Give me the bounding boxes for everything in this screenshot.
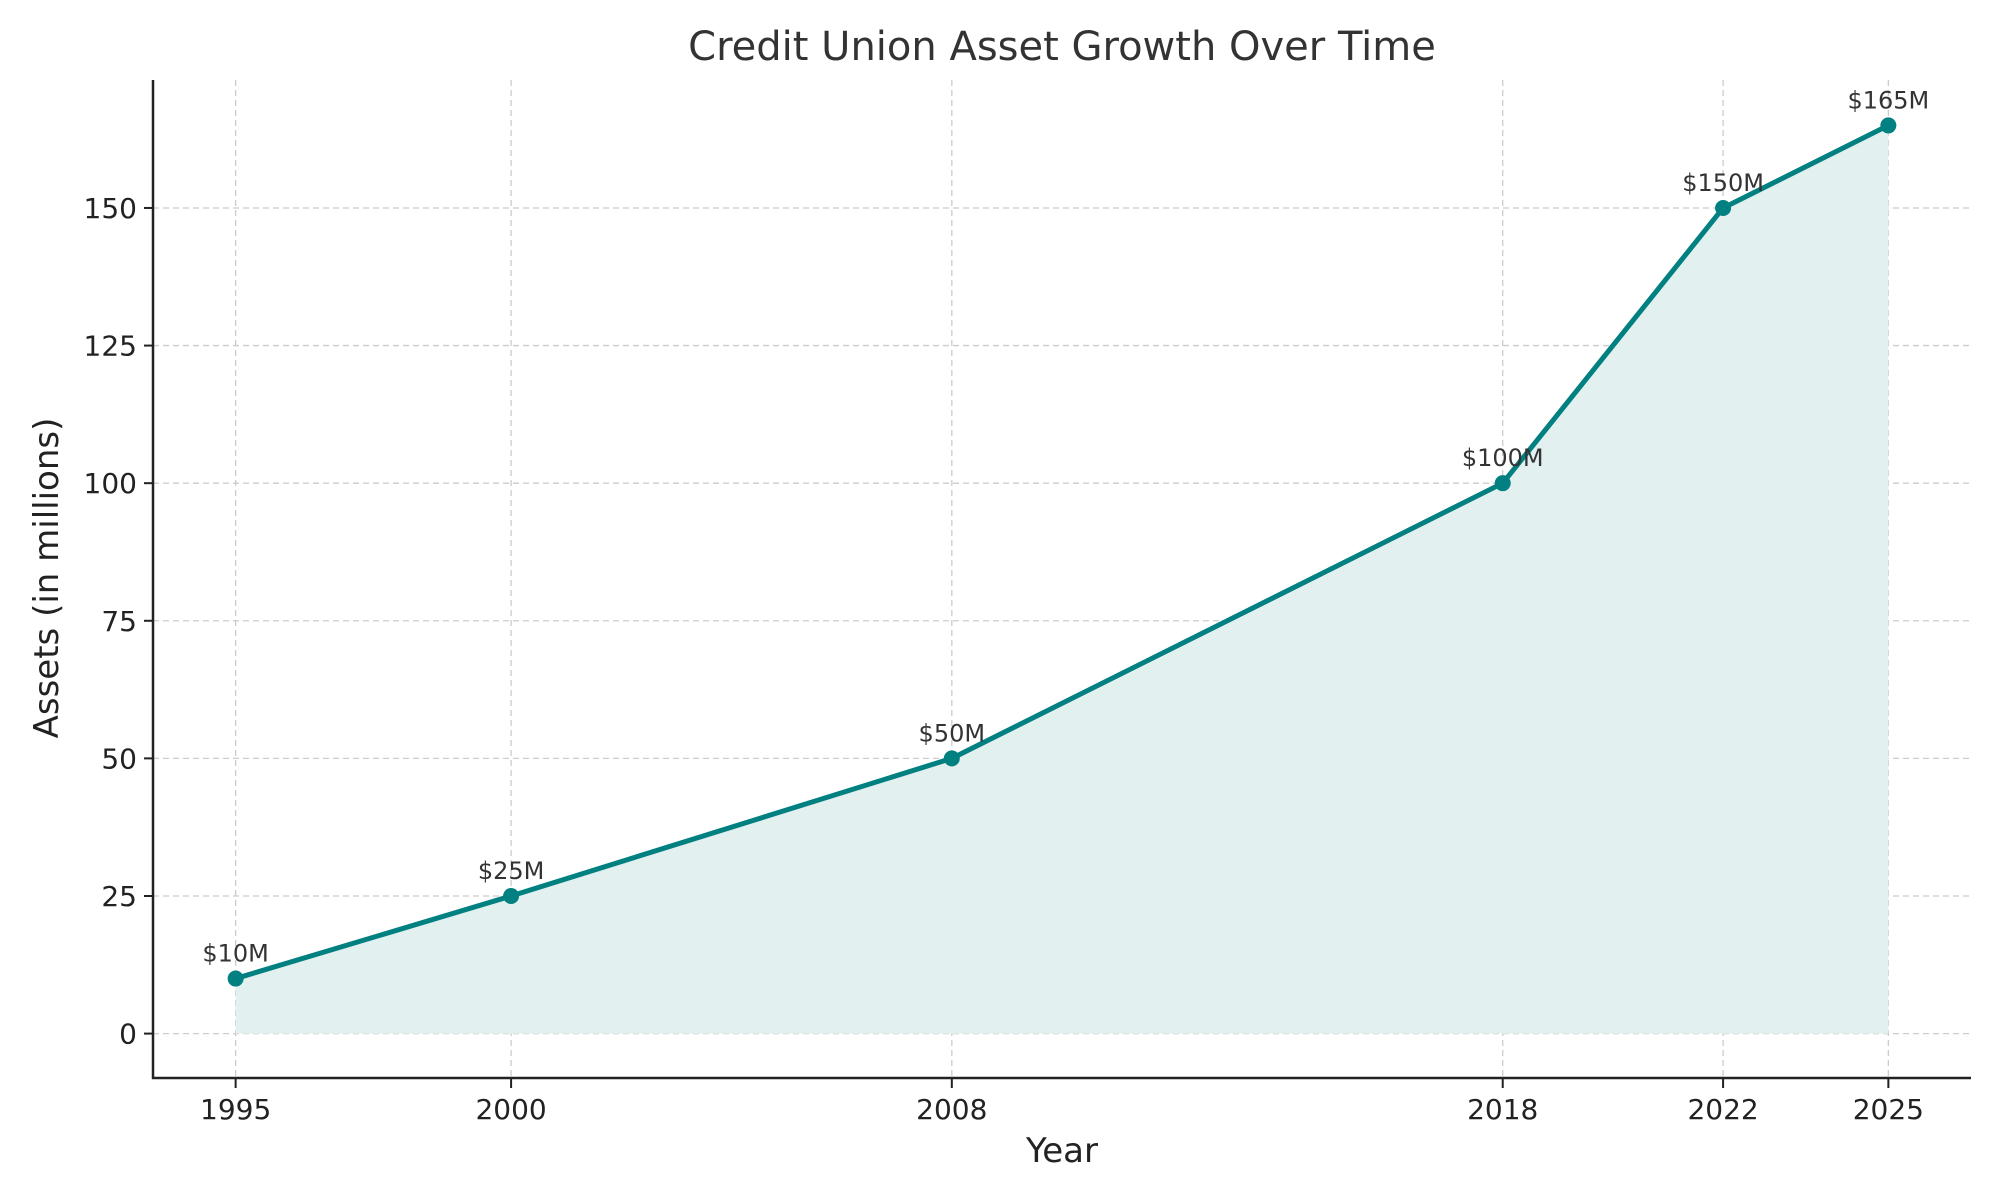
data-label: $165M [1847,86,1929,114]
data-point [503,887,520,904]
data-point [943,750,960,767]
data-point [1494,475,1511,492]
y-tick-label: 125 [84,330,137,363]
x-tick-label: 2000 [475,1093,546,1126]
chart-title: Credit Union Asset Growth Over Time [688,24,1436,70]
x-tick-label: 2018 [1467,1093,1538,1126]
x-axis-label: Year [1025,1131,1098,1171]
y-tick-label: 100 [84,467,137,500]
data-label: $50M [919,719,986,747]
y-tick-label: 0 [119,1018,137,1051]
x-tick-label: 2008 [916,1093,987,1126]
data-point [1880,117,1897,134]
y-tick-label: 25 [101,880,137,913]
y-axis-label: Assets (in millions) [27,418,67,739]
data-labels: $10M $25M $50M $100M $150M $165M [202,86,1929,967]
y-tick-label: 75 [101,605,137,638]
x-ticks: 1995 2000 2008 2018 2022 2025 [200,1079,1924,1126]
data-label: $25M [478,857,545,885]
data-points [227,117,1897,987]
y-tick-label: 150 [84,192,137,225]
area-fill [235,125,1889,1034]
y-tick-label: 50 [101,742,137,775]
data-point [1715,199,1732,216]
data-label: $100M [1462,444,1544,472]
data-label: $150M [1682,169,1764,197]
x-tick-label: 2022 [1687,1093,1758,1126]
data-label: $10M [202,940,269,968]
x-tick-label: 2025 [1853,1093,1924,1126]
x-tick-label: 1995 [200,1093,271,1126]
series-line [234,123,1890,981]
y-ticks: 0 25 50 75 100 125 150 [84,192,153,1051]
data-point [227,970,244,987]
